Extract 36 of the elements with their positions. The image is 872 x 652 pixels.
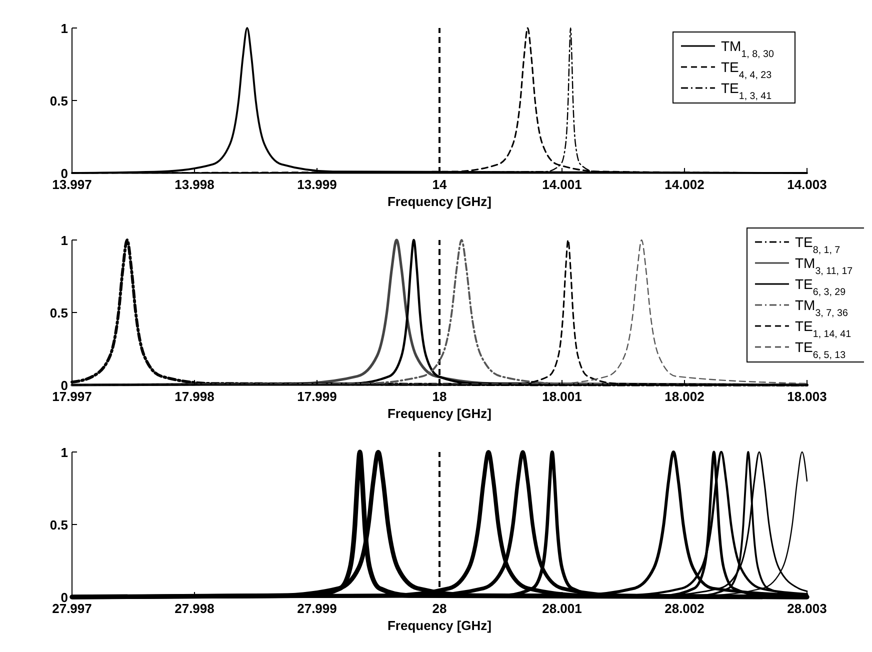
x-tick-label: 28.001 <box>542 601 582 616</box>
legend-label: TE$_{4, 4, 23}$ <box>721 59 772 80</box>
x-axis-title: Frequency [GHz] <box>387 618 492 633</box>
legend-label: TE$_{8, 1, 7}$ <box>795 234 840 256</box>
legend-label: TE$_{1, 14, 41}$ <box>795 318 852 340</box>
legend-label: TE$_{1, 3, 41}$ <box>721 80 772 102</box>
y-tick-label: 1 <box>60 233 68 248</box>
x-tick-label: 27.999 <box>297 601 337 616</box>
x-axis-title: Frequency [GHz] <box>387 406 492 421</box>
x-axis-title: Frequency [GHz] <box>387 194 492 209</box>
legend-label: TM$_{1, 8, 30}$ <box>721 38 774 60</box>
x-tick-label: 18.003 <box>787 389 827 404</box>
legend-label: TE$_{6, 3, 29}$ <box>795 276 846 298</box>
y-tick-label: 1 <box>60 21 68 36</box>
y-tick-label: 0.5 <box>50 306 68 320</box>
x-tick-label: 18.001 <box>542 389 582 404</box>
x-tick-label: 14.002 <box>664 177 704 192</box>
legend-label: TM$_{3, 7, 36}$ <box>795 297 848 318</box>
x-tick-label: 14 <box>432 177 448 192</box>
x-tick-label: 14.003 <box>787 177 827 192</box>
y-tick-label: 0.5 <box>50 94 68 108</box>
x-tick-label: 13.999 <box>297 177 337 192</box>
x-tick-label: 18 <box>432 389 447 404</box>
x-tick-label: 17.998 <box>174 389 214 404</box>
x-tick-label: 28.002 <box>664 601 704 616</box>
x-tick-label: 17.999 <box>297 389 337 404</box>
x-tick-label: 27.998 <box>174 601 214 616</box>
y-tick-label: 0.5 <box>50 518 68 532</box>
legend-label: TM$_{3, 11, 17}$ <box>795 255 853 276</box>
x-tick-label: 28 <box>432 601 447 616</box>
legend-label: TE$_{6, 5, 13}$ <box>795 339 846 360</box>
x-tick-label: 13.998 <box>174 177 214 192</box>
x-tick-label: 18.002 <box>664 389 704 404</box>
y-tick-label: 1 <box>60 445 68 460</box>
x-tick-label: 28.003 <box>787 601 827 616</box>
x-tick-label: 14.001 <box>542 177 582 192</box>
